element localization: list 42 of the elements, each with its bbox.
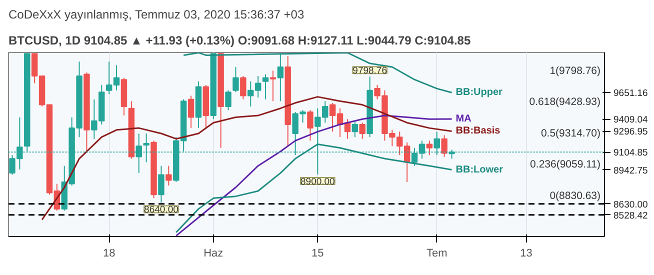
y-tick-label: 9409.04 (614, 114, 648, 126)
candlestick (188, 95, 194, 129)
candlestick (166, 165, 172, 186)
chart-subtitle: BTCUSD, 1D 9104.85 ▲ +11.93 (+0.13%) O:9091.68 H:9127.11 L:9044.79 C:9104.85 (8, 34, 471, 48)
candlestick (270, 70, 276, 102)
annotation: 1(9798.76) (550, 64, 601, 77)
candlestick (225, 90, 232, 111)
candlestick (232, 66, 239, 93)
series-label: BB:Basis (456, 126, 501, 137)
candlestick (352, 120, 358, 138)
y-tick-label: 8528.42 (614, 210, 648, 222)
annotation: 0.236(9059.11) (530, 158, 601, 171)
annotation: 0.618(9428.93) (529, 96, 601, 108)
chart-title: CoDeXxX yayınlanmış, Temmuz 03, 2020 15:36:37 +03 (8, 8, 304, 22)
x-tick-label: 18 (102, 248, 116, 260)
candlestick (158, 165, 164, 204)
candlestick (277, 54, 284, 102)
series-label: MA (456, 114, 472, 125)
candlestick (426, 140, 433, 156)
y-tick-label: 9296.95 (614, 126, 648, 138)
y-tick-label: 8942.75 (614, 165, 648, 176)
x-tick-label: 13 (520, 248, 532, 260)
annotation: 8640.00 (144, 204, 178, 216)
series-label: BB:Upper (456, 87, 503, 98)
candlestick (262, 74, 269, 100)
candlestick (307, 110, 314, 142)
y-tick-label: 9651.16 (614, 88, 648, 100)
line-series (41, 96, 453, 220)
x-tick-label: Haz (204, 248, 224, 260)
candlestick (359, 122, 366, 140)
annotation: 9798.76 (352, 66, 387, 77)
x-tick-label: Tem (426, 248, 448, 260)
annotation: 0.5(9314.70) (540, 127, 600, 140)
annotation: 8900.00 (300, 176, 335, 188)
candlestick (441, 134, 448, 158)
series-label: BB:Lower (456, 164, 504, 176)
line-series (182, 52, 453, 94)
x-tick-label: 15 (312, 248, 324, 260)
y-tick-label: 8630.00 (614, 199, 648, 210)
y-tick-label: 9104.85 (614, 148, 648, 159)
candlestick (240, 76, 246, 100)
annotation: 0(8830.63) (550, 190, 601, 202)
